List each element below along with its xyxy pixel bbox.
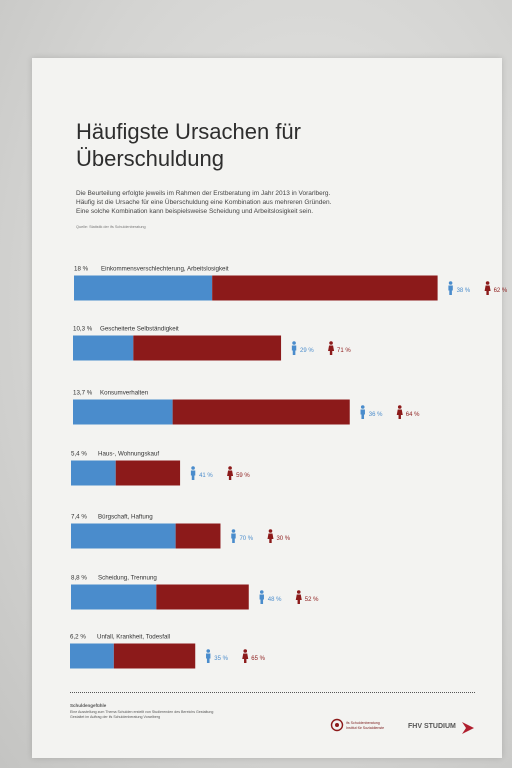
category-label: Scheidung, Trennung	[98, 575, 157, 582]
share-label: 7,4 %	[71, 514, 87, 521]
female-person-icon	[267, 529, 274, 543]
share-label: 8,8 %	[71, 575, 87, 582]
bar-segment-female	[172, 399, 350, 425]
bar-segment-male	[71, 523, 176, 549]
female-percentage-label: 71 %	[337, 348, 351, 354]
male-person-icon	[360, 405, 365, 419]
share-label: 10,3 %	[73, 326, 93, 333]
footer-line-1: Eine Ausstellung zum Thema Schulden erst…	[70, 710, 214, 714]
female-person-icon	[295, 590, 302, 604]
description-line-3: Eine solche Kombination kann beispielswe…	[76, 208, 314, 215]
male-percentage-label: 36 %	[369, 412, 383, 418]
bar-segment-female	[113, 643, 196, 669]
bar-segment-male	[70, 643, 114, 669]
title-line-1: Häufigste Ursachen für	[76, 119, 301, 144]
female-percentage-label: 52 %	[305, 597, 319, 603]
ifs-logo-text: ifs Schuldenberatung Institut für Sozial…	[346, 721, 384, 731]
description-line-2: Häufig ist die Ursache für eine Überschu…	[76, 199, 332, 206]
category-label: Konsumverhalten	[100, 390, 149, 397]
category-label: Haus-, Wohnungskauf	[98, 451, 159, 458]
male-person-icon	[206, 649, 211, 663]
female-percentage-label: 30 %	[276, 536, 290, 542]
footer-text: Schuldengefühle Eine Ausstellung zum The…	[70, 703, 270, 720]
source-note: Quelle: Statistik der ifs Schuldenberatu…	[76, 225, 146, 229]
female-percentage-label: 64 %	[406, 412, 420, 418]
female-percentage-label: 65 %	[251, 656, 265, 662]
category-label: Bürgschaft, Haftung	[98, 514, 153, 521]
male-percentage-label: 70 %	[239, 536, 253, 542]
share-label: 6,2 %	[70, 634, 86, 641]
bar-segment-female	[133, 335, 282, 361]
ifs-logo-icon	[330, 718, 344, 732]
description-line-1: Die Beurteilung erfolgte jeweils im Rahm…	[76, 190, 331, 197]
category-label: Unfall, Krankheit, Todesfall	[97, 634, 170, 641]
fhv-logo-icon	[462, 722, 474, 734]
bar-segment-male	[74, 275, 213, 301]
female-person-icon	[242, 649, 249, 663]
bar-segment-female	[175, 523, 221, 549]
female-person-icon	[396, 405, 403, 419]
female-person-icon	[328, 341, 335, 355]
male-percentage-label: 48 %	[268, 597, 282, 603]
category-label: Einkommensverschlechterung, Arbeitslosig…	[101, 266, 229, 273]
bar-segment-female	[156, 584, 249, 610]
female-percentage-label: 62 %	[494, 288, 508, 294]
share-label: 18 %	[74, 266, 89, 273]
male-percentage-label: 35 %	[214, 656, 228, 662]
description: Die Beurteilung erfolgte jeweils im Rahm…	[76, 189, 396, 216]
male-person-icon	[448, 281, 453, 295]
female-percentage-label: 59 %	[236, 473, 250, 479]
male-percentage-label: 41 %	[199, 473, 213, 479]
bar-segment-male	[71, 584, 157, 610]
category-label: Gescheiterte Selbständigkeit	[100, 326, 179, 333]
ifs-logo-line-1: ifs Schuldenberatung	[346, 721, 380, 725]
bar-segment-male	[73, 335, 134, 361]
male-percentage-label: 29 %	[300, 348, 314, 354]
bar-segment-male	[73, 399, 173, 425]
female-person-icon	[484, 281, 491, 295]
bar-segment-male	[71, 460, 116, 486]
footer-line-2: Gestaltet im Auftrag der ifs Schuldenber…	[70, 715, 161, 719]
male-person-icon	[291, 341, 297, 355]
male-person-icon	[259, 590, 264, 604]
bar-segment-female	[115, 460, 181, 486]
bar-segment-female	[212, 275, 438, 301]
footer-title: Schuldengefühle	[70, 703, 107, 708]
share-label: 13,7 %	[73, 390, 93, 397]
male-percentage-label: 38 %	[457, 288, 471, 294]
ifs-logo-line-2: Institut für Sozialdienste	[346, 726, 385, 730]
title-line-2: Überschuldung	[76, 146, 224, 171]
male-person-icon	[231, 529, 236, 543]
male-person-icon	[190, 466, 196, 480]
footer-divider	[70, 692, 475, 693]
female-person-icon	[227, 466, 234, 480]
fhv-logo-text: FHV STUDIUM	[408, 723, 456, 730]
share-label: 5,4 %	[71, 451, 87, 458]
page-title: Häufigste Ursachen für Überschuldung	[76, 118, 376, 172]
